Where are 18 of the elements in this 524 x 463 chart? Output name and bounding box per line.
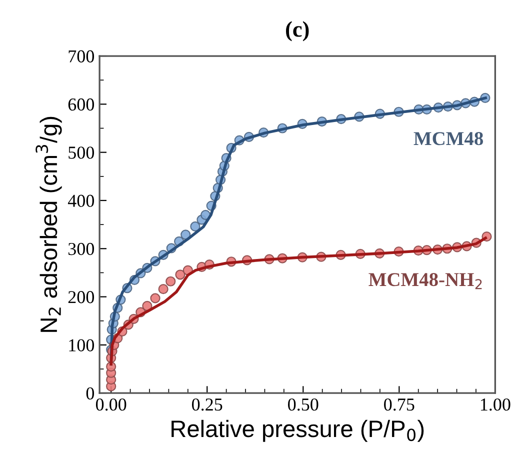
y-tick-label: 100: [69, 339, 94, 352]
x-tick-label: 0.00: [96, 398, 126, 411]
series-label: MCM48: [414, 132, 484, 146]
y-tick-label: 400: [68, 194, 94, 207]
x-tick-label: 1.00: [480, 398, 510, 411]
chart-title: (c): [286, 21, 309, 42]
x-axis-title: Relative pressure (P/P$_{0}$): [172, 420, 424, 442]
x-tick-label: 0.25: [192, 398, 222, 411]
y-tick-label: 300: [68, 242, 94, 256]
y-tick-label: 200: [68, 291, 94, 304]
x-tick-label: 0.75: [384, 398, 414, 411]
x-tick-label: 0.50: [288, 398, 318, 411]
y-axis-title: N$_{2}$ adsorbed (cm$^{3}$/g): [36, 116, 62, 332]
y-tick-label: 600: [68, 98, 94, 111]
y-tick-label: 0: [86, 387, 94, 400]
y-tick-label: 700: [68, 50, 94, 62]
y-tick-label: 500: [68, 146, 94, 159]
series-label: MCM48-NH$_{2}$: [368, 273, 482, 290]
